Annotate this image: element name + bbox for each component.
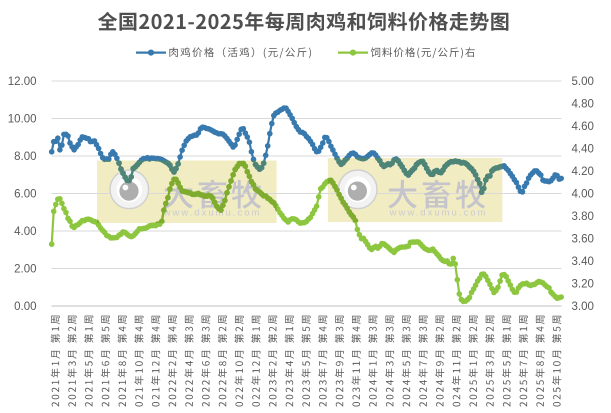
svg-text:6.00: 6.00 bbox=[14, 189, 36, 201]
svg-text:3.60: 3.60 bbox=[572, 234, 594, 246]
svg-text:3.80: 3.80 bbox=[572, 211, 594, 223]
svg-text:www.dxumu.com: www.dxumu.com bbox=[163, 208, 262, 219]
svg-text:4.60: 4.60 bbox=[572, 121, 594, 133]
svg-text:3.40: 3.40 bbox=[572, 256, 594, 268]
svg-text:10.00: 10.00 bbox=[8, 114, 37, 126]
svg-text:4.00: 4.00 bbox=[572, 189, 594, 201]
svg-text:4.00: 4.00 bbox=[14, 226, 36, 238]
svg-text:5.00: 5.00 bbox=[572, 76, 594, 88]
svg-text:12.00: 12.00 bbox=[8, 76, 37, 88]
svg-text:0.00: 0.00 bbox=[14, 301, 36, 313]
svg-text:2.00: 2.00 bbox=[14, 264, 36, 276]
svg-text:www.dxumu.com: www.dxumu.com bbox=[389, 208, 488, 219]
svg-text:3.00: 3.00 bbox=[572, 301, 594, 313]
svg-text:4.20: 4.20 bbox=[572, 166, 594, 178]
svg-text:4.40: 4.40 bbox=[572, 144, 594, 156]
svg-text:4.80: 4.80 bbox=[572, 99, 594, 111]
svg-text:3.20: 3.20 bbox=[572, 279, 594, 291]
svg-text:8.00: 8.00 bbox=[14, 151, 36, 163]
